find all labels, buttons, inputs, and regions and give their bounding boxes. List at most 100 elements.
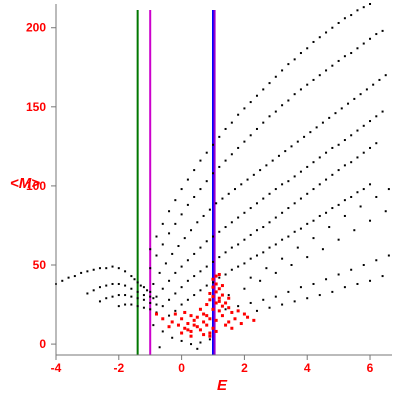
data-point	[277, 154, 280, 157]
data-point	[98, 286, 101, 289]
data-point	[243, 287, 246, 290]
data-point	[199, 159, 202, 162]
data-point	[369, 279, 372, 282]
data-point	[243, 107, 246, 110]
data-point	[369, 3, 372, 5]
x-tick-label: -2	[113, 361, 124, 375]
data-point	[174, 271, 177, 274]
data-point	[214, 282, 218, 286]
data-point	[205, 151, 208, 154]
data-point	[130, 275, 133, 278]
data-point	[359, 93, 362, 96]
data-point	[224, 308, 227, 311]
data-point	[268, 115, 271, 118]
data-point	[227, 294, 230, 297]
data-point	[381, 29, 384, 32]
data-point	[306, 297, 309, 300]
data-point	[180, 188, 183, 191]
data-point	[186, 298, 189, 301]
data-point	[173, 312, 177, 316]
data-point	[312, 78, 315, 81]
data-point	[111, 295, 114, 298]
data-point	[296, 246, 299, 249]
data-point	[190, 229, 193, 232]
data-point	[362, 264, 365, 266]
y-axis-title: <M>	[10, 175, 40, 192]
data-point	[343, 214, 346, 217]
data-point	[180, 213, 183, 216]
data-point	[224, 323, 228, 327]
data-point	[218, 276, 221, 279]
data-point	[224, 251, 227, 254]
data-point	[306, 83, 309, 86]
data-point	[350, 134, 353, 137]
data-point	[186, 203, 189, 206]
data-point	[255, 94, 258, 97]
data-point	[353, 229, 356, 232]
data-point	[199, 188, 202, 191]
data-point	[117, 282, 120, 285]
data-point	[217, 309, 221, 313]
data-point	[111, 265, 114, 268]
data-point	[237, 216, 240, 219]
data-point	[274, 295, 277, 298]
data-point	[243, 140, 246, 143]
data-point	[211, 326, 215, 330]
data-point	[217, 296, 221, 300]
data-point	[195, 325, 199, 329]
data-point	[281, 257, 284, 260]
data-point	[214, 274, 218, 278]
data-point	[136, 297, 139, 300]
data-point	[299, 170, 302, 173]
data-point	[183, 237, 186, 240]
data-point	[130, 303, 133, 306]
data-point	[205, 303, 209, 307]
data-point	[331, 290, 334, 293]
data-point	[224, 226, 227, 229]
data-point	[299, 227, 302, 230]
data-point	[306, 165, 309, 168]
data-point	[259, 169, 262, 172]
data-point	[139, 284, 142, 287]
data-point	[180, 265, 183, 268]
data-point	[174, 199, 177, 202]
data-point	[268, 246, 271, 249]
data-point	[192, 318, 196, 322]
data-point	[136, 281, 139, 284]
data-point	[208, 334, 212, 338]
data-point	[170, 320, 174, 324]
data-point	[350, 268, 353, 271]
data-point	[149, 295, 152, 298]
data-point	[290, 264, 293, 266]
data-point	[252, 318, 256, 322]
data-point	[199, 341, 202, 344]
data-point	[73, 275, 76, 278]
data-point	[208, 331, 212, 335]
data-point	[271, 159, 274, 162]
data-point	[356, 129, 359, 132]
data-point	[359, 205, 362, 208]
data-point	[155, 311, 158, 314]
data-point	[262, 298, 265, 301]
data-point	[265, 164, 268, 167]
data-point	[255, 254, 258, 257]
data-point	[199, 270, 202, 273]
data-point	[249, 233, 252, 236]
data-point	[149, 248, 152, 251]
data-point	[230, 246, 233, 249]
data-point	[208, 208, 211, 211]
data-point	[299, 88, 302, 91]
data-point	[274, 75, 277, 78]
data-point	[287, 63, 290, 66]
data-point	[227, 296, 231, 300]
data-point	[274, 188, 277, 191]
data-point	[227, 320, 231, 324]
data-point	[243, 262, 246, 265]
data-point	[262, 121, 265, 124]
data-point	[214, 329, 218, 333]
data-point	[202, 320, 206, 324]
data-point	[331, 146, 334, 149]
data-point	[211, 277, 215, 281]
x-tick-label: -4	[51, 361, 62, 375]
data-point	[293, 93, 296, 96]
